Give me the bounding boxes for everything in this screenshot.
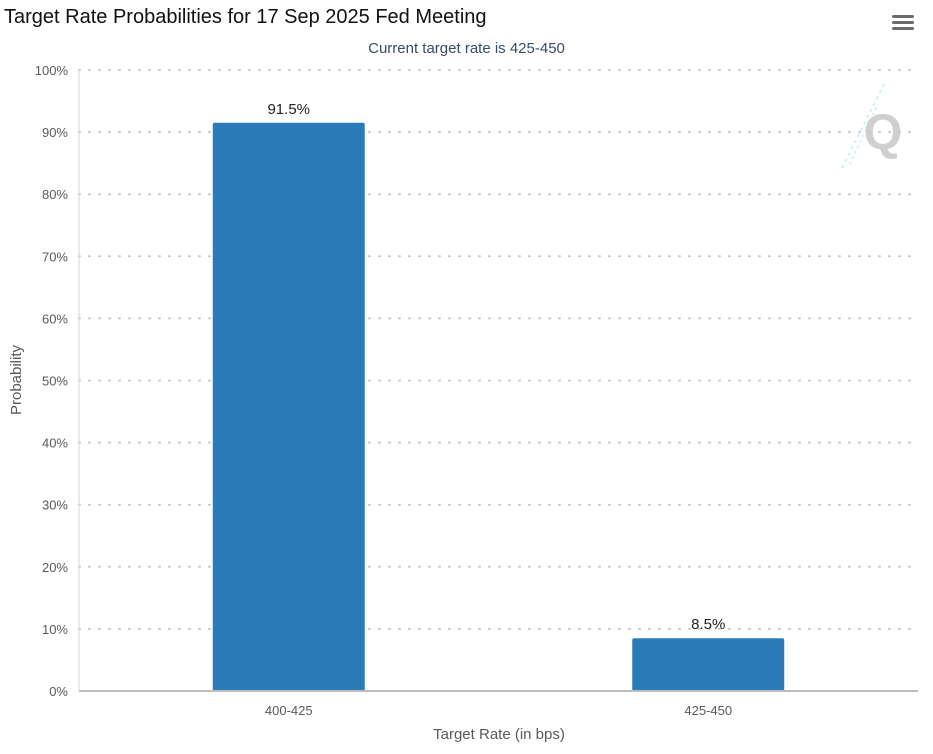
data-label: 91.5%	[267, 101, 310, 118]
q-logo-icon: Q	[841, 83, 902, 169]
y-tick-label: 40%	[42, 436, 68, 451]
y-tick-label: 50%	[42, 374, 68, 389]
x-tick-label: 400-425	[265, 703, 313, 718]
y-tick-label: 70%	[42, 249, 68, 264]
chart-title: Target Rate Probabilities for 17 Sep 202…	[4, 6, 487, 28]
x-tick-label: 425-450	[684, 703, 732, 718]
y-axis-title: Probability	[8, 344, 25, 415]
y-tick-label: 30%	[42, 498, 68, 513]
x-axis-title: Target Rate (in bps)	[433, 726, 565, 743]
y-tick-label: 80%	[42, 187, 68, 202]
bar-425-450[interactable]	[632, 638, 785, 691]
y-tick-label: 90%	[42, 125, 68, 140]
hamburger-menu-icon[interactable]	[888, 12, 918, 36]
chart-subtitle: Current target rate is 425-450	[368, 40, 565, 57]
y-tick-label: 0%	[49, 684, 68, 699]
y-tick-label: 60%	[42, 311, 68, 326]
y-tick-label: 20%	[42, 560, 68, 575]
y-tick-label: 10%	[42, 622, 68, 637]
y-tick-label: 100%	[35, 63, 69, 78]
data-label: 8.5%	[691, 616, 725, 633]
bar-400-425[interactable]	[212, 122, 365, 691]
